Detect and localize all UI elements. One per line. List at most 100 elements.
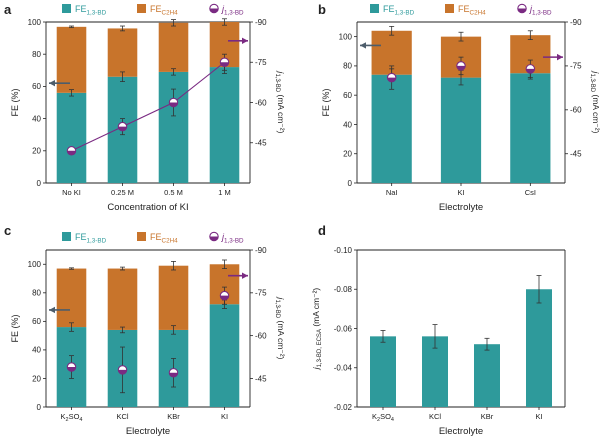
a-ytick-label-4: 80 <box>32 50 41 59</box>
a-y2tick-label-1: -60 <box>255 98 267 107</box>
a-xtick-label-2: 0.5 M <box>164 188 183 197</box>
c-y2tick-label-3: -90 <box>255 246 267 255</box>
a-bar-c2h4-1 <box>107 28 138 77</box>
a-err-c2h4-3 <box>222 18 227 26</box>
b-err-c2h4-0 <box>389 25 395 36</box>
c-legend-marker-j-half <box>209 236 219 241</box>
c-arrow-right <box>228 272 248 279</box>
c-err-bd-1 <box>120 326 125 334</box>
b-err-c2h4-1 <box>458 31 464 42</box>
panel-a: a FE1,3-BD FEC2H4 j1,3-BD020406080100-45-6… <box>4 2 286 213</box>
c-j-point-3-half <box>220 295 229 300</box>
a-ytick-label-3: 60 <box>32 82 41 91</box>
d-bar-3 <box>526 289 552 407</box>
d-xtick-label-0-p2: 2 <box>377 417 380 423</box>
a-j-point-2-half <box>169 102 178 107</box>
c-arrow-left-head <box>49 306 55 314</box>
b-j-point-0 <box>386 72 397 83</box>
a-j-line <box>71 61 225 152</box>
a-y2label-sub: 1,3-BD <box>274 73 280 92</box>
a-legend-swatch-fe-bd <box>62 4 71 13</box>
d-ytick-label-1: -0.04 <box>334 364 353 373</box>
c-bar-bd-3 <box>209 304 240 407</box>
a-legend-marker-j-half <box>209 8 219 13</box>
b-legend-fe-bd: FE1,3-BD <box>383 4 415 17</box>
d-ylabel-main: j <box>311 366 321 370</box>
c-ytick-label-5: 100 <box>28 260 42 269</box>
d-bar-2 <box>474 344 500 407</box>
a-legend-fe-c2h4-main: FE <box>150 4 162 14</box>
c-xtick-label-1: KCl <box>116 412 128 421</box>
a-bar-bd-2 <box>158 71 189 183</box>
d-ytick-label-0: -0.02 <box>334 403 353 412</box>
c-err-c2h4-1 <box>120 266 125 271</box>
b-bar-bd-1 <box>440 77 482 183</box>
c-legend-j: j1,3-BD <box>221 232 244 245</box>
a-legend-j-main: j <box>221 4 225 14</box>
b-legend-j-sub: 1,3-BD <box>532 10 552 17</box>
a-j-point-3 <box>219 57 230 67</box>
a-y2label-main: j <box>276 71 286 75</box>
b-y2tick-label-0: -45 <box>570 150 582 159</box>
b-j-point-2 <box>525 64 536 74</box>
a-bar-bd-3 <box>209 67 240 183</box>
a-j-point-3-half <box>220 62 229 67</box>
d-ylabel-sub: 1,3-BD, ECSA <box>317 329 323 367</box>
b-legend-fe-bd-main: FE <box>383 4 395 14</box>
b-y2label: j1,3-BD (mA cm⁻²) <box>589 71 601 134</box>
a-legend-fe-bd-main: FE <box>75 4 87 14</box>
c-j-point-1 <box>117 365 128 375</box>
a-xlabel: Concentration of KI <box>107 202 188 213</box>
a-err-c2h4-0 <box>69 25 74 29</box>
d-xlabel: Electrolyte <box>439 426 483 437</box>
b-y2tick-label-3: -90 <box>570 18 582 27</box>
c-y2label: j1,3-BD (mA cm⁻²) <box>274 297 286 360</box>
c-j-point-0-half <box>67 367 76 372</box>
c-xtick-label-2: KBr <box>167 412 180 421</box>
d-ylabel: j1,3-BD, ECSA (mA cm⁻²) <box>311 288 323 371</box>
c-arrow-left <box>49 306 70 314</box>
a-j-point-2 <box>168 97 179 108</box>
b-legend-marker-j <box>517 3 527 14</box>
c-err-bd-2 <box>171 325 176 335</box>
b-legend-j: j1,3-BD <box>529 4 552 17</box>
a-ytick-label-5: 100 <box>28 18 42 27</box>
d-xtick-label-0-p1: K <box>372 412 377 421</box>
c-xtick-label-0: K2SO4 <box>61 412 83 423</box>
a-y2label: j1,3-BD (mA cm⁻²) <box>274 71 286 134</box>
panel-label-c: c <box>4 223 11 238</box>
c-arrow-right-head <box>242 272 248 279</box>
c-y2label-sub: 1,3-BD <box>274 299 280 318</box>
c-legend-swatch-fe-bd <box>62 232 71 241</box>
d-xtick-label-2: KBr <box>481 412 494 421</box>
a-err-bd-1 <box>120 71 125 82</box>
a-y2tick-label-3: -90 <box>255 18 267 27</box>
c-y2tick-label-0: -45 <box>255 374 267 383</box>
b-legend-swatch-fe-bd <box>370 4 379 13</box>
panel-b: b FE1,3-BD FEC2H4 j1,3-BD020406080100-45-6… <box>318 2 601 213</box>
a-bar-c2h4-0 <box>56 26 87 93</box>
a-j-point-0-half <box>67 150 76 155</box>
c-ytick-label-2: 40 <box>32 346 41 355</box>
b-legend-swatch-fe-c2h4 <box>445 4 454 13</box>
b-legend-fe-c2h4-main: FE <box>458 4 470 14</box>
b-err-c2h4-2 <box>527 30 533 40</box>
a-legend-swatch-fe-c2h4 <box>137 4 146 13</box>
a-arrow-right <box>228 37 248 44</box>
b-legend-fe-c2h4-sub: C2H4 <box>470 10 487 17</box>
a-xtick-label-0: No KI <box>62 188 81 197</box>
c-ytick-label-4: 80 <box>32 289 41 298</box>
d-xtick-label-0-p3: SO <box>380 412 391 421</box>
a-err-c2h4-1 <box>120 25 125 32</box>
c-err-bd-0 <box>69 322 74 332</box>
c-y2tick-label-2: -75 <box>255 289 267 298</box>
panel-label-d: d <box>318 223 326 238</box>
c-bar-c2h4-2 <box>158 265 189 330</box>
b-xlabel: Electrolyte <box>439 202 483 213</box>
c-j-point-1-half <box>118 369 127 375</box>
c-j-point-0 <box>66 362 77 372</box>
b-legend-j-main: j <box>529 4 533 14</box>
b-legend-fe-c2h4: FEC2H4 <box>458 4 486 17</box>
b-xtick-label-2: CsI <box>525 188 536 197</box>
a-err-c2h4-2 <box>171 19 176 27</box>
